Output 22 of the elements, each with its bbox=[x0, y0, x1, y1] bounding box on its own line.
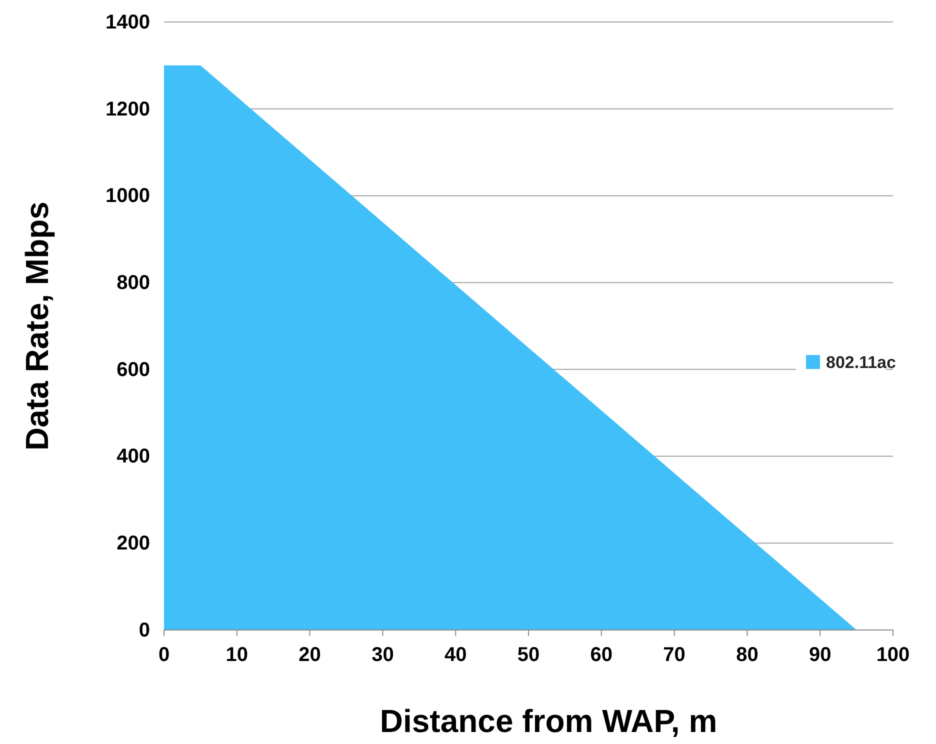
y-tick-label: 1000 bbox=[106, 185, 150, 208]
legend-label: 802.11ac bbox=[826, 353, 896, 372]
x-tick-label: 40 bbox=[444, 644, 467, 666]
x-tick-label: 0 bbox=[158, 644, 170, 666]
x-tick-label: 60 bbox=[590, 644, 613, 666]
y-tick-label: 400 bbox=[116, 446, 150, 468]
x-tick-label: 90 bbox=[808, 644, 832, 666]
y-tick-label: 1200 bbox=[106, 98, 150, 120]
y-tick-label: 600 bbox=[116, 358, 150, 381]
x-tick-label: 70 bbox=[663, 644, 686, 666]
y-tick-label: 1400 bbox=[106, 11, 150, 34]
x-tick-label: 10 bbox=[226, 644, 248, 666]
x-tick-label: 80 bbox=[736, 644, 758, 666]
x-tick-label: 20 bbox=[298, 644, 321, 666]
x-tick-label: 50 bbox=[517, 644, 540, 666]
y-tick-label: 800 bbox=[116, 272, 150, 294]
y-tick-label: 0 bbox=[138, 619, 150, 642]
y-tick-label: 200 bbox=[116, 532, 150, 555]
x-tick-label: 100 bbox=[876, 644, 910, 666]
y-axis-title: Data Rate, Mbps bbox=[19, 202, 55, 450]
x-axis-title: Distance from WAP, m bbox=[380, 703, 718, 739]
x-tick-label: 30 bbox=[372, 644, 394, 666]
